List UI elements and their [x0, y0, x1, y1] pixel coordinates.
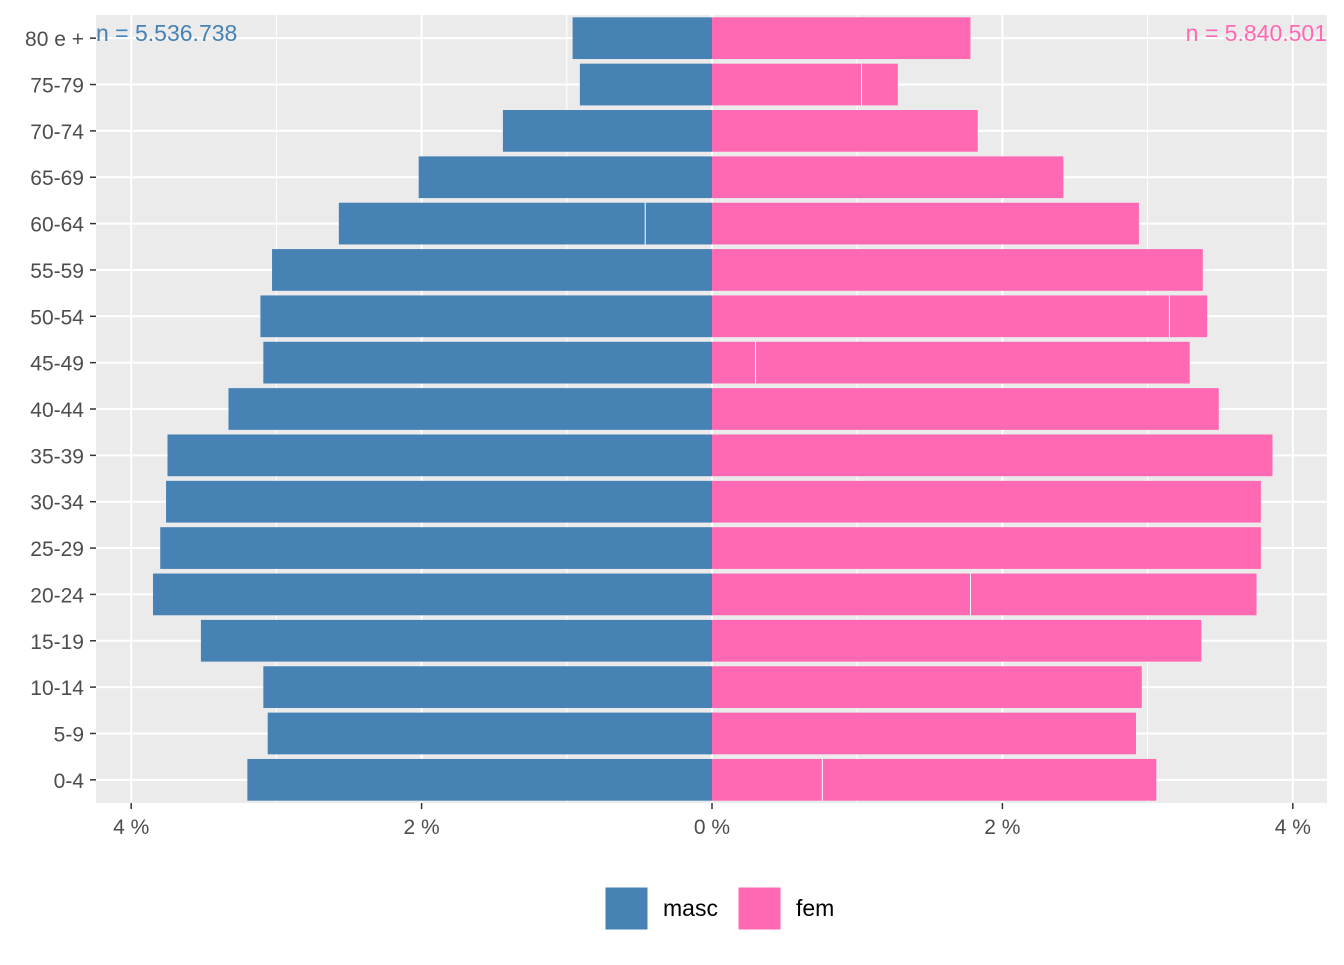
- y-tick-label: 10-14: [30, 677, 84, 700]
- bar-fem-0-4: [712, 758, 1157, 801]
- bar-masc-70-74: [502, 110, 712, 152]
- bar-masc-65-69: [418, 156, 712, 199]
- y-tick-label: 20-24: [30, 584, 84, 607]
- y-tick-label: 30-34: [30, 492, 84, 515]
- y-tick-label: 15-19: [30, 631, 84, 654]
- x-tick-label: 2 %: [404, 816, 440, 839]
- bar-masc-35-39: [167, 434, 712, 477]
- y-tick-label: 5-9: [54, 723, 84, 746]
- bar-fem-10-14: [712, 666, 1142, 708]
- annotation-right: n = 5.840.501: [1186, 20, 1327, 46]
- y-tick-label: 25-29: [30, 538, 84, 561]
- legend-key-fem: [737, 886, 782, 931]
- bar-fem-65-69: [712, 156, 1064, 199]
- bar-fem-5-9: [712, 712, 1136, 755]
- bar-masc-20-24: [152, 573, 713, 616]
- y-tick-label: 55-59: [30, 260, 84, 283]
- y-axis: 0-4 5-9 10-14 15-19 20-24 25-29 30-34 35-39 40-4…: [25, 28, 96, 793]
- bar-masc-50-54: [260, 295, 712, 338]
- bars: [152, 17, 1273, 801]
- y-tick-label: 80 e +: [25, 28, 84, 51]
- bar-masc-40-44: [228, 388, 712, 430]
- bar-fem-50-54: [712, 295, 1208, 338]
- y-tick-label: 35-39: [30, 445, 84, 468]
- x-tick-label: 0 %: [694, 816, 730, 839]
- x-tick-label: 2 %: [984, 816, 1020, 839]
- bar-fem-30-34: [712, 480, 1261, 523]
- y-tick-label: 0-4: [54, 770, 85, 793]
- x-tick-label: 4 %: [113, 816, 149, 839]
- bar-fem-20-24: [712, 573, 1257, 616]
- annotation-left: n = 5.536.738: [96, 20, 237, 46]
- bar-masc-80e+: [572, 17, 712, 60]
- bar-fem-25-29: [712, 527, 1261, 569]
- bar-fem-35-39: [712, 434, 1273, 477]
- bar-fem-55-59: [712, 249, 1203, 291]
- bar-fem-40-44: [712, 388, 1219, 430]
- bar-masc-60-64: [338, 202, 712, 245]
- y-tick-label: 50-54: [30, 306, 84, 329]
- y-tick-label: 70-74: [30, 121, 84, 144]
- bar-fem-70-74: [712, 110, 978, 152]
- bar-fem-45-49: [712, 341, 1190, 384]
- y-tick-label: 75-79: [30, 75, 84, 98]
- bar-masc-0-4: [247, 758, 713, 801]
- bar-masc-55-59: [272, 249, 712, 291]
- y-tick-label: 60-64: [30, 214, 84, 237]
- y-tick-label: 65-69: [30, 167, 84, 190]
- bar-masc-15-19: [200, 619, 712, 662]
- bar-fem-75-79: [712, 63, 898, 106]
- x-axis: 4 % 2 % 0 % 2 % 4 %: [113, 803, 1311, 839]
- bar-masc-75-79: [579, 63, 712, 106]
- y-tick-label: 45-49: [30, 353, 84, 376]
- bar-fem-80e+: [712, 17, 971, 60]
- legend-label-masc: masc: [663, 895, 718, 921]
- bar-masc-45-49: [263, 341, 712, 384]
- x-tick-label: 4 %: [1275, 816, 1311, 839]
- bar-masc-25-29: [160, 527, 713, 569]
- y-tick-label: 40-44: [30, 399, 84, 422]
- legend-key-masc: [604, 886, 649, 931]
- legend: masc fem: [604, 886, 834, 931]
- bar-fem-15-19: [712, 619, 1202, 662]
- bar-masc-10-14: [263, 666, 712, 708]
- bar-masc-30-34: [166, 480, 713, 523]
- bar-masc-5-9: [267, 712, 712, 755]
- legend-label-fem: fem: [796, 895, 834, 921]
- bar-fem-60-64: [712, 202, 1139, 245]
